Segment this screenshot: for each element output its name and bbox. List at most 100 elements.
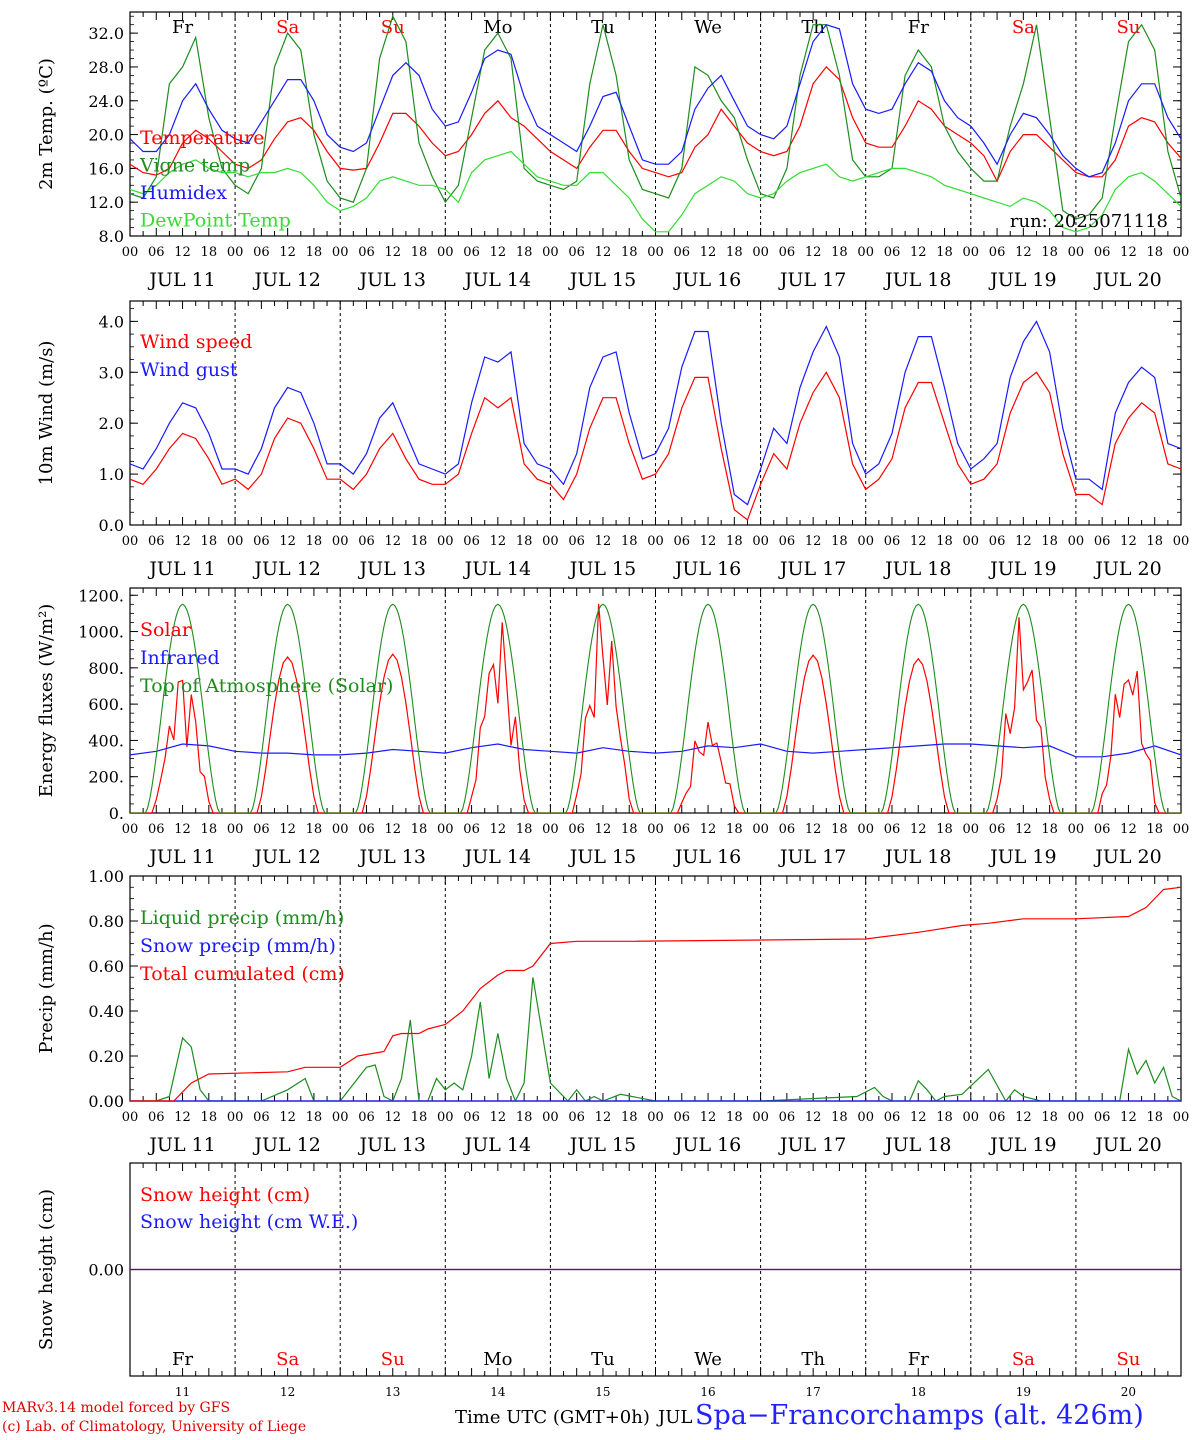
hour-tick-label: 00 (752, 534, 769, 549)
hour-tick-label: 00 (647, 822, 664, 837)
hour-tick-label: 06 (989, 534, 1006, 549)
weekday-label: Sa (276, 1349, 299, 1370)
hour-tick-label: 00 (332, 822, 349, 837)
hour-tick-label: 06 (253, 245, 270, 260)
y-axis-label-snow: Snow height (cm) (36, 1189, 57, 1350)
date-label: JUL 19 (988, 1134, 1056, 1156)
hour-tick-label: 18 (831, 822, 848, 837)
legend-snow-height-cm: Snow height (cm) (140, 1184, 310, 1206)
date-label: JUL 20 (1093, 1134, 1161, 1156)
date-label: JUL 20 (1093, 558, 1161, 580)
month-label: JUL (658, 1407, 693, 1428)
y-tick-label: 16.0 (88, 159, 124, 178)
date-label: JUL 13 (358, 846, 426, 868)
y-axis-label-temperature: 2m Temp. (ºC) (36, 58, 57, 190)
hour-tick-label: 00 (332, 534, 349, 549)
date-label: JUL 15 (568, 558, 636, 580)
y-tick-label: 0.40 (88, 1002, 124, 1021)
date-label: JUL 18 (883, 846, 951, 868)
hour-tick-label: 18 (1146, 245, 1163, 260)
hour-tick-label: 18 (1041, 1110, 1058, 1125)
hour-tick-label: 06 (148, 245, 165, 260)
hour-tick-label: 00 (437, 1110, 454, 1125)
day-number-label: 17 (806, 1385, 821, 1399)
hour-tick-label: 00 (647, 245, 664, 260)
hour-tick-label: 00 (542, 245, 559, 260)
hour-tick-label: 00 (1173, 1110, 1190, 1125)
legend-wind-gust: Wind gust (140, 359, 238, 381)
hour-tick-label: 18 (411, 822, 428, 837)
date-label: JUL 11 (147, 558, 215, 580)
series-temperature (130, 66, 1181, 183)
hour-tick-label: 06 (568, 822, 585, 837)
hour-tick-label: 06 (568, 1110, 585, 1125)
date-label: JUL 12 (252, 1134, 320, 1156)
hour-tick-label: 18 (1146, 534, 1163, 549)
hour-tick-label: 12 (174, 822, 191, 837)
hour-tick-label: 18 (306, 534, 323, 549)
hour-tick-label: 06 (1094, 245, 1111, 260)
hour-tick-label: 12 (384, 822, 401, 837)
hour-tick-label: 06 (989, 245, 1006, 260)
series-liquid-precip-mm-h (130, 977, 1181, 1101)
hour-tick-label: 06 (358, 1110, 375, 1125)
hour-tick-label: 00 (122, 822, 139, 837)
y-tick-label: 0.00 (88, 1092, 124, 1111)
y-tick-label: 1200. (78, 586, 124, 605)
hour-tick-label: 06 (463, 1110, 480, 1125)
time-axis-label: Time UTC (GMT+0h) (455, 1407, 650, 1428)
hour-tick-label: 12 (1120, 534, 1137, 549)
date-label: JUL 16 (673, 1134, 741, 1156)
weekday-label: Su (1116, 1349, 1140, 1370)
date-label: JUL 14 (463, 558, 531, 580)
footer-lab-credit: (c) Lab. of Climatology, University of L… (2, 1419, 307, 1435)
plot-frame-wind (129, 300, 1182, 526)
date-label: JUL 14 (463, 269, 531, 291)
hour-tick-label: 00 (647, 534, 664, 549)
y-tick-label: 2.0 (99, 414, 124, 433)
hour-tick-label: 06 (674, 1110, 691, 1125)
series-top-of-atmosphere-solar (130, 603, 1181, 813)
day-number-label: 13 (385, 1385, 400, 1399)
hour-tick-label: 18 (726, 1110, 743, 1125)
hour-tick-label: 12 (595, 1110, 612, 1125)
legend-infrared: Infrared (140, 647, 220, 669)
weekday-label: Fr (908, 1349, 929, 1370)
hour-tick-label: 00 (227, 534, 244, 549)
hour-tick-label: 06 (884, 822, 901, 837)
y-tick-label: 0.60 (88, 957, 124, 976)
series-wind-gust (130, 320, 1181, 506)
date-label: JUL 15 (568, 846, 636, 868)
legend-wind-speed: Wind speed (140, 331, 252, 353)
hour-tick-label: 12 (595, 822, 612, 837)
hour-tick-label: 06 (779, 534, 796, 549)
series-group-precip (130, 886, 1181, 1101)
date-label: JUL 18 (883, 558, 951, 580)
weekday-label: Su (381, 1349, 405, 1370)
hour-tick-label: 06 (253, 822, 270, 837)
date-label: JUL 11 (147, 1134, 215, 1156)
y-tick-label: 0.20 (88, 1047, 124, 1066)
hour-tick-label: 18 (1041, 245, 1058, 260)
y-tick-label: 0.0 (99, 516, 124, 535)
footer-model-credit: MARv3.14 model forced by GFS (2, 1400, 231, 1416)
hour-tick-label: 12 (490, 534, 507, 549)
hour-tick-label: 18 (411, 245, 428, 260)
y-axis-label-precip: Precip (mm/h) (36, 923, 57, 1053)
hour-tick-label: 06 (148, 1110, 165, 1125)
hour-tick-label: 18 (306, 245, 323, 260)
plot-frame-temperature (129, 11, 1182, 237)
hour-tick-label: 18 (201, 1110, 218, 1125)
weekday-label: Fr (172, 1349, 193, 1370)
hour-tick-label: 06 (148, 822, 165, 837)
weekday-label: Sa (1012, 17, 1035, 38)
hour-tick-label: 12 (1015, 534, 1032, 549)
hour-tick-label: 06 (779, 1110, 796, 1125)
hour-tick-label: 12 (910, 534, 927, 549)
hour-tick-label: 18 (936, 534, 953, 549)
hour-tick-label: 12 (490, 822, 507, 837)
hour-tick-label: 06 (148, 534, 165, 549)
hour-tick-label: 00 (122, 245, 139, 260)
day-number-label: 12 (280, 1385, 295, 1399)
